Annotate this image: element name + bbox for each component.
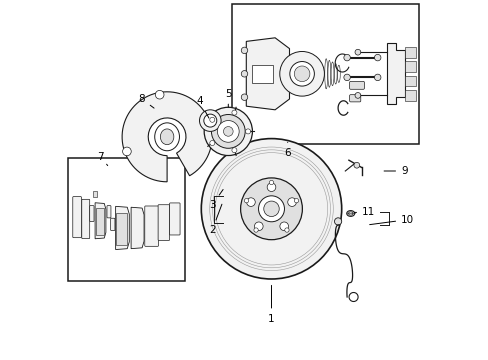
- FancyBboxPatch shape: [110, 218, 115, 230]
- FancyBboxPatch shape: [349, 95, 360, 102]
- Ellipse shape: [154, 123, 179, 151]
- Bar: [96, 208, 104, 235]
- Text: 1: 1: [267, 285, 274, 324]
- Text: 8: 8: [138, 94, 154, 108]
- Circle shape: [374, 74, 380, 81]
- Circle shape: [240, 178, 302, 240]
- Circle shape: [244, 198, 248, 203]
- Polygon shape: [131, 207, 144, 249]
- Ellipse shape: [348, 212, 352, 215]
- Circle shape: [204, 107, 252, 156]
- Circle shape: [279, 51, 324, 96]
- Circle shape: [209, 117, 214, 122]
- Polygon shape: [115, 206, 129, 249]
- Circle shape: [199, 110, 221, 131]
- Circle shape: [343, 74, 349, 81]
- Bar: [92, 191, 97, 197]
- Text: 6: 6: [284, 142, 290, 158]
- Circle shape: [254, 222, 263, 231]
- Polygon shape: [122, 92, 212, 182]
- Text: 3: 3: [208, 189, 223, 210]
- Circle shape: [266, 183, 275, 192]
- Ellipse shape: [160, 129, 174, 145]
- Circle shape: [258, 196, 284, 222]
- Circle shape: [155, 90, 163, 99]
- Ellipse shape: [346, 211, 354, 216]
- Circle shape: [209, 140, 214, 145]
- Text: 4: 4: [196, 96, 208, 118]
- Bar: [404, 76, 415, 86]
- Circle shape: [354, 93, 360, 98]
- Circle shape: [353, 162, 359, 168]
- Circle shape: [122, 147, 131, 156]
- Circle shape: [343, 54, 349, 61]
- Circle shape: [223, 127, 233, 136]
- Circle shape: [245, 129, 250, 134]
- FancyBboxPatch shape: [89, 206, 94, 221]
- FancyBboxPatch shape: [107, 206, 111, 218]
- Circle shape: [231, 148, 237, 153]
- FancyBboxPatch shape: [158, 205, 169, 240]
- Circle shape: [294, 66, 309, 82]
- Circle shape: [269, 180, 273, 185]
- Text: 5: 5: [224, 89, 231, 107]
- Circle shape: [201, 139, 341, 279]
- Bar: [404, 90, 415, 101]
- Circle shape: [241, 47, 247, 54]
- Polygon shape: [246, 38, 289, 110]
- Circle shape: [284, 228, 288, 232]
- Text: 10: 10: [369, 215, 413, 225]
- Circle shape: [231, 110, 237, 115]
- Text: 7: 7: [97, 152, 107, 166]
- Circle shape: [203, 114, 216, 127]
- FancyBboxPatch shape: [349, 81, 364, 89]
- Circle shape: [246, 198, 255, 206]
- Circle shape: [289, 62, 314, 86]
- Circle shape: [294, 198, 298, 203]
- Text: 9: 9: [383, 166, 407, 176]
- Polygon shape: [95, 203, 106, 239]
- Circle shape: [217, 121, 239, 142]
- Text: 11: 11: [354, 207, 375, 217]
- Text: 2: 2: [208, 204, 222, 235]
- Bar: [251, 65, 273, 83]
- Circle shape: [241, 71, 247, 77]
- Bar: [68, 158, 185, 281]
- FancyBboxPatch shape: [73, 197, 81, 238]
- Circle shape: [211, 114, 244, 148]
- FancyBboxPatch shape: [144, 206, 158, 246]
- Bar: [404, 47, 415, 58]
- FancyBboxPatch shape: [81, 199, 89, 239]
- FancyBboxPatch shape: [169, 203, 180, 235]
- Bar: [231, 4, 418, 144]
- Circle shape: [354, 49, 360, 55]
- Circle shape: [287, 198, 296, 206]
- Polygon shape: [386, 43, 404, 104]
- Circle shape: [241, 94, 247, 100]
- Bar: [404, 61, 415, 72]
- Circle shape: [263, 201, 279, 216]
- Circle shape: [253, 228, 258, 232]
- Circle shape: [374, 54, 380, 61]
- Bar: [116, 213, 126, 245]
- Circle shape: [334, 218, 341, 225]
- Circle shape: [279, 222, 288, 231]
